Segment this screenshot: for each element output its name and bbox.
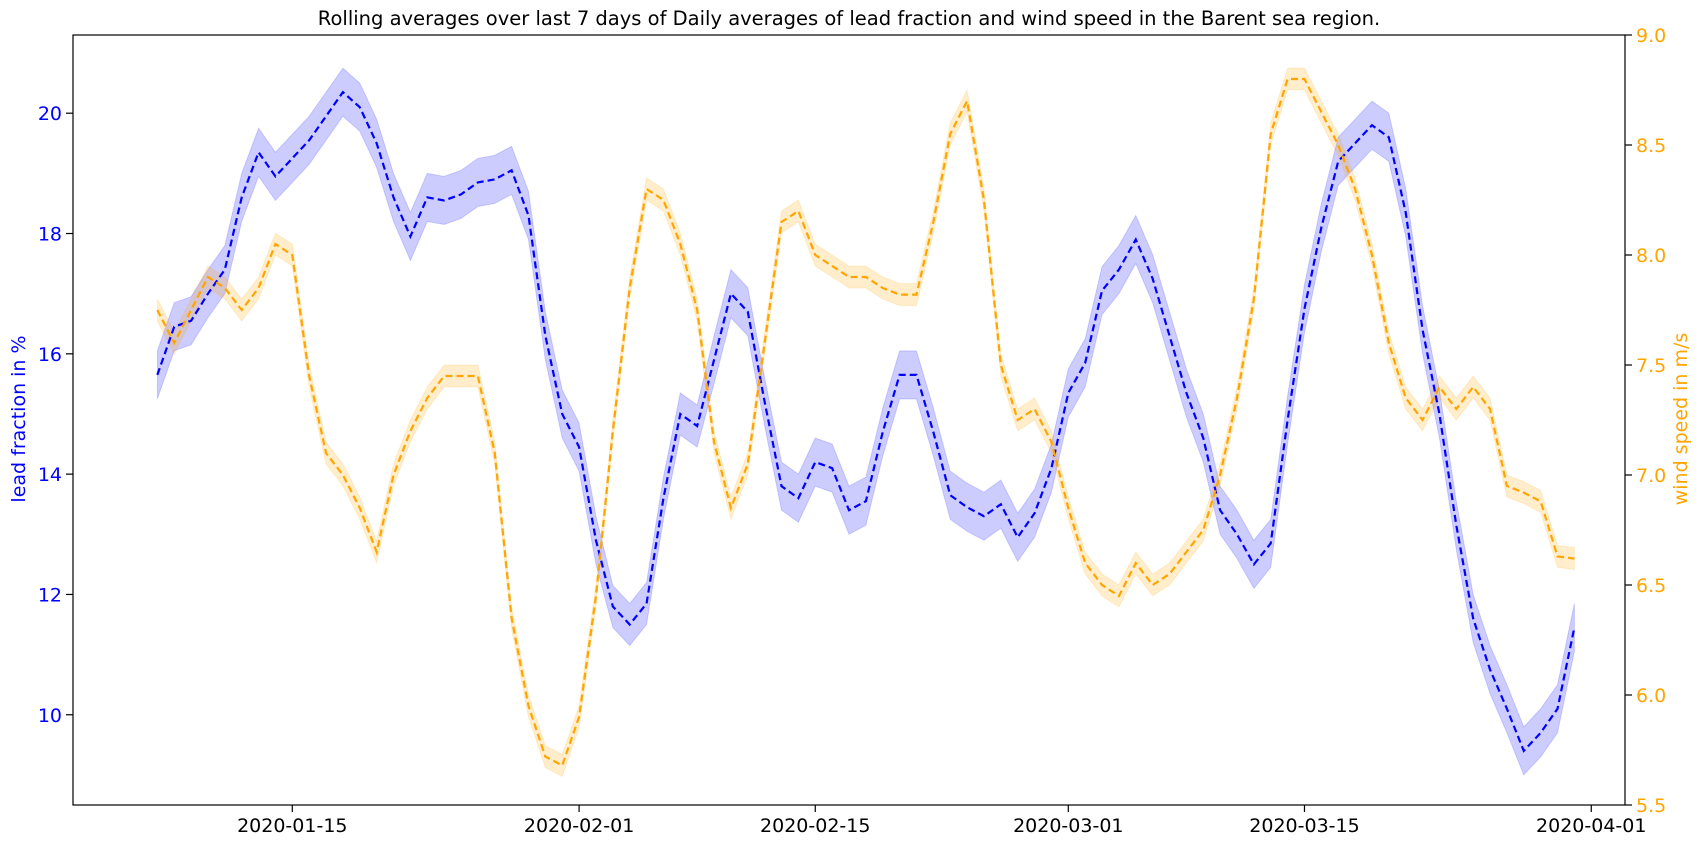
right-tick-label: 6.5 <box>1636 575 1666 597</box>
left-tick-label: 10 <box>38 705 62 727</box>
x-tick-label: 2020-03-01 <box>1013 815 1123 837</box>
x-tick-label: 2020-02-15 <box>760 815 870 837</box>
left-tick-label: 20 <box>38 103 62 125</box>
right-tick-label: 9.0 <box>1636 25 1666 47</box>
confidence-band-right <box>156 67 1575 778</box>
left-tick-label: 16 <box>38 344 62 366</box>
right-tick-label: 7.0 <box>1636 465 1666 487</box>
left-tick-label: 12 <box>38 584 62 606</box>
x-tick-label: 2020-02-01 <box>524 815 634 837</box>
right-tick-label: 8.0 <box>1636 245 1666 267</box>
right-tick-label: 8.5 <box>1636 135 1666 157</box>
right-tick-label: 6.0 <box>1636 685 1666 707</box>
chart-title: Rolling averages over last 7 days of Dai… <box>318 7 1380 30</box>
left-axis-title: lead fraction in % <box>8 335 30 502</box>
confidence-band-left <box>156 67 1575 776</box>
right-axis-title: wind speed in m/s <box>1670 333 1692 506</box>
confidence-bands <box>156 67 1575 778</box>
axes: 2020-01-15 2020-02-01 2020-02-15 2020-03-01… <box>38 25 1666 837</box>
right-tick-label: 7.5 <box>1636 355 1666 377</box>
right-tick-label: 5.5 <box>1636 795 1666 817</box>
plot-frame <box>72 34 1626 806</box>
series-lines <box>156 77 1576 767</box>
x-tick-label: 2020-03-15 <box>1249 815 1359 837</box>
left-tick-label: 18 <box>38 224 62 246</box>
x-tick-label: 2020-04-01 <box>1536 815 1646 837</box>
x-tick-label: 2020-01-15 <box>237 815 347 837</box>
left-tick-label: 14 <box>38 464 62 486</box>
series-line-right <box>156 77 1575 767</box>
series-line-left <box>156 90 1576 753</box>
